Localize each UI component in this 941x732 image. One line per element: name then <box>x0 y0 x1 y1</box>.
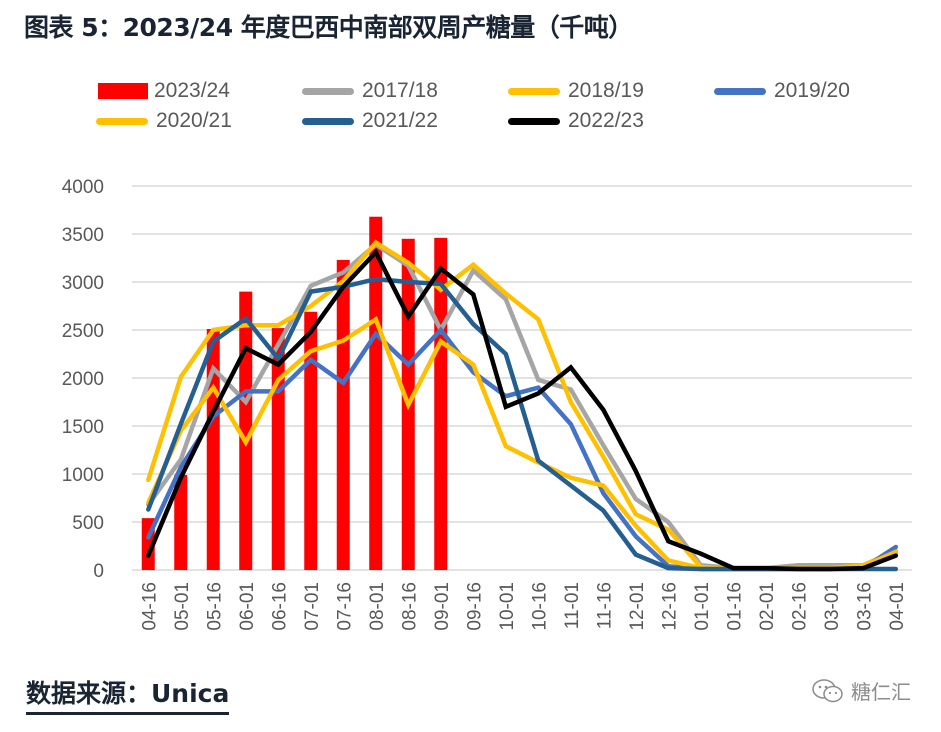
x-tick-label: 07-01 <box>302 582 323 631</box>
line-2022-23 <box>146 248 899 572</box>
y-tick-label: 3000 <box>62 273 104 294</box>
legend-item-2022-23: 2022/23 <box>508 108 644 134</box>
y-tick-label: 0 <box>93 561 104 582</box>
chart-plot: 0 500 1000 1500 2000 2500 3000 3500 4000 04-16 05… <box>62 177 912 631</box>
legend-swatch <box>508 117 560 125</box>
y-tick-label: 4000 <box>62 177 104 198</box>
x-tick-label: 01-16 <box>724 582 745 631</box>
x-tick-label: 10-01 <box>497 582 518 631</box>
x-tick-label: 02-01 <box>757 582 778 631</box>
x-tick-label: 10-16 <box>529 582 550 631</box>
x-axis-labels: 04-16 05-01 05-16 06-01 06-16 07-01 07-16 08-01… <box>139 582 908 631</box>
legend-label: 2018/19 <box>568 79 644 102</box>
bar-06-01 <box>239 291 253 570</box>
line-2021-22 <box>146 276 899 572</box>
bar-07-16 <box>336 259 350 570</box>
line-2019-20 <box>146 326 899 572</box>
legend-swatch <box>302 87 354 95</box>
legend-item-2017-18: 2017/18 <box>302 78 438 104</box>
x-tick-label: 06-01 <box>237 582 258 631</box>
legend-swatch <box>302 117 354 125</box>
legend-label: 2019/20 <box>774 79 850 102</box>
series-2021-22 <box>146 276 899 572</box>
x-tick-label: 03-01 <box>822 582 843 631</box>
x-tick-label: 04-01 <box>887 582 908 631</box>
y-tick-label: 2500 <box>62 321 104 342</box>
legend-label: 2023/24 <box>154 79 230 102</box>
x-tick-label: 01-01 <box>692 582 713 631</box>
y-tick-label: 2000 <box>62 369 104 390</box>
legend-label: 2020/21 <box>156 109 232 132</box>
x-tick-label: 11-01 <box>562 582 583 629</box>
y-tick-label: 500 <box>72 513 104 534</box>
wechat-icon <box>812 678 843 702</box>
x-tick-label: 07-16 <box>334 582 355 631</box>
x-tick-label: 12-01 <box>627 582 648 631</box>
legend-item-2019-20: 2019/20 <box>714 78 850 104</box>
x-tick-label: 09-16 <box>464 582 485 631</box>
gridlines <box>132 185 912 571</box>
legend-label: 2017/18 <box>362 79 438 102</box>
chart-title: 图表 5：2023/24 年度巴西中南部双周产糖量（千吨） <box>24 13 633 42</box>
legend-label: 2021/22 <box>362 109 438 132</box>
y-tick-label: 3500 <box>62 225 104 246</box>
legend-swatch <box>714 87 766 95</box>
watermark-text: 糖仁汇 <box>851 680 911 704</box>
x-tick-label: 05-16 <box>204 582 225 631</box>
x-tick-label: 06-16 <box>269 582 290 631</box>
bar-08-01 <box>369 216 383 570</box>
data-source: 数据来源：Unica <box>26 674 230 715</box>
bar-series-2023-24 <box>141 216 448 571</box>
bar-07-01 <box>304 311 318 570</box>
x-tick-label: 09-01 <box>432 582 453 631</box>
series-2022-23 <box>146 248 899 572</box>
x-tick-label: 08-01 <box>367 582 388 631</box>
x-tick-label: 12-16 <box>659 582 680 631</box>
legend-swatch <box>98 83 148 99</box>
watermark: 糖仁汇 <box>811 676 911 705</box>
x-tick-label: 05-01 <box>172 582 193 631</box>
legend-item-2018-19: 2018/19 <box>508 78 644 104</box>
legend: 2023/24 2017/18 2018/19 2019/20 2020/21 … <box>96 78 896 138</box>
x-tick-label: 04-16 <box>139 582 160 631</box>
legend-item-2020-21: 2020/21 <box>96 108 232 134</box>
x-tick-label: 11-16 <box>594 582 615 629</box>
legend-label: 2022/23 <box>568 109 644 132</box>
line-series <box>146 239 899 572</box>
y-tick-label: 1500 <box>62 417 104 438</box>
legend-item-2021-22: 2021/22 <box>302 108 438 134</box>
legend-item-2023-24: 2023/24 <box>98 78 230 104</box>
bar-05-01 <box>174 474 188 570</box>
legend-swatch <box>96 117 148 125</box>
y-axis-labels: 0 500 1000 1500 2000 2500 3000 3500 4000 <box>62 177 104 582</box>
x-tick-label: 03-16 <box>854 582 875 631</box>
legend-swatch <box>508 87 560 95</box>
series-2019-20 <box>146 326 899 572</box>
x-tick-label: 02-16 <box>789 582 810 631</box>
x-tick-label: 08-16 <box>399 582 420 631</box>
y-tick-label: 1000 <box>62 465 104 486</box>
